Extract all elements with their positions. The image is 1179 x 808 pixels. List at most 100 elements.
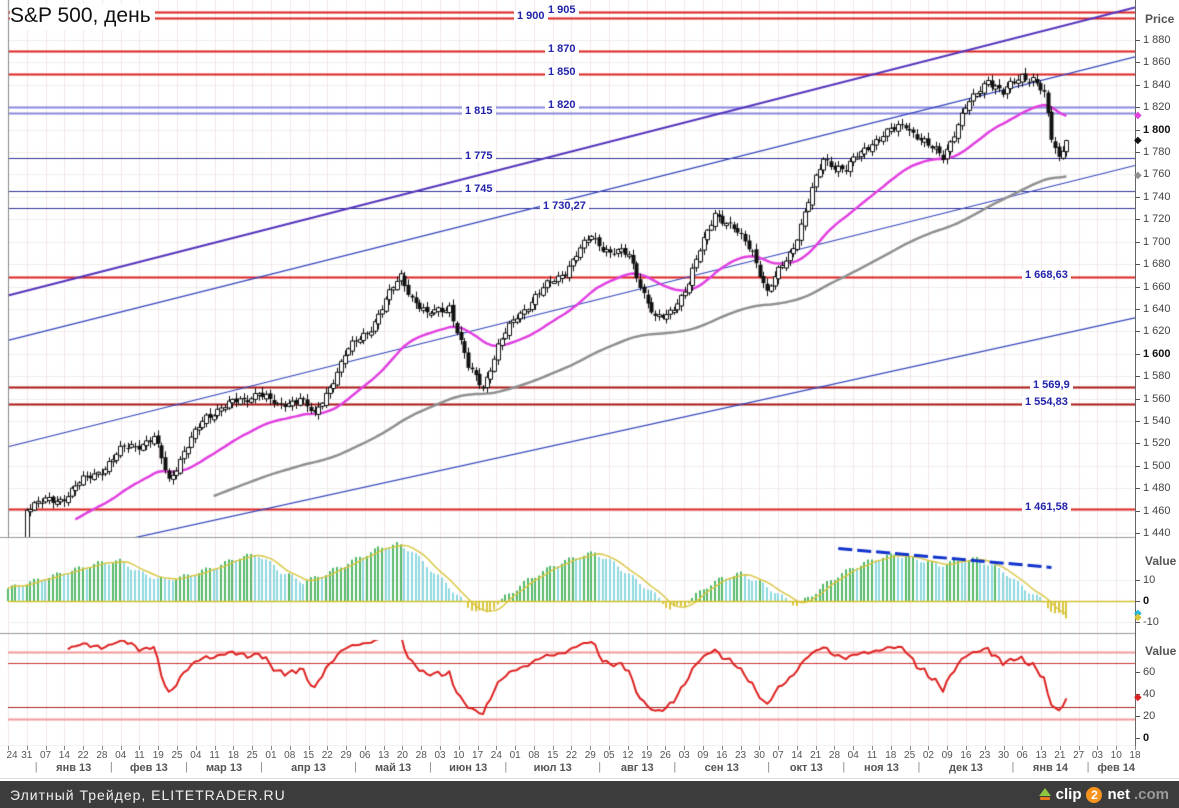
axis-tick-mark bbox=[1136, 580, 1140, 581]
month-label: май 13 bbox=[374, 762, 412, 774]
x-tick-mark bbox=[459, 746, 460, 750]
x-tick-mark bbox=[233, 746, 234, 750]
price-level-label: 1 461,58 bbox=[1022, 500, 1071, 513]
axis-tick-label: 1 540 bbox=[1143, 415, 1171, 427]
axis-tick-label: 1 580 bbox=[1143, 370, 1171, 382]
month-label: авг 13 bbox=[620, 762, 654, 774]
date-label: 23 bbox=[979, 750, 991, 761]
axis-tick-mark bbox=[1136, 309, 1140, 310]
axis-tick-mark bbox=[1136, 219, 1140, 220]
date-label: 25 bbox=[904, 750, 916, 761]
close-marker: ◆ bbox=[1134, 135, 1142, 146]
axis-tick-mark bbox=[1136, 242, 1140, 243]
date-label: 11 bbox=[134, 750, 145, 761]
axis-tick-mark bbox=[1136, 130, 1140, 131]
axis-tick-label: 1 800 bbox=[1143, 124, 1171, 136]
x-tick-mark bbox=[1041, 746, 1042, 750]
x-tick-mark bbox=[571, 746, 572, 750]
date-label: 22 bbox=[565, 750, 578, 761]
date-label: 04 bbox=[190, 750, 202, 761]
axis-tick-label: 1 840 bbox=[1143, 79, 1171, 91]
price-level-label: 1 730,27 bbox=[540, 199, 589, 212]
x-tick-mark bbox=[309, 746, 310, 750]
month-label: апр 13 bbox=[291, 762, 326, 774]
month-label: окт 13 bbox=[789, 762, 823, 774]
axis-tick-mark bbox=[1136, 376, 1140, 377]
month-label: фев 14 bbox=[1097, 762, 1136, 774]
price-axis-title: Price bbox=[1145, 12, 1175, 26]
clip2net-link[interactable]: clip 2 net .com bbox=[1038, 786, 1169, 803]
x-tick-mark bbox=[1060, 746, 1061, 750]
footer-text: Элитный Трейдер, ELITETRADER.RU bbox=[10, 786, 286, 803]
axis-tick-label: 40 bbox=[1143, 688, 1156, 700]
month-separator: | bbox=[1086, 761, 1090, 773]
axis-tick-mark bbox=[1136, 738, 1140, 739]
month-separator: | bbox=[767, 761, 771, 773]
date-label: 19 bbox=[641, 750, 653, 761]
axis-tick-label: 20 bbox=[1143, 710, 1156, 722]
date-label: 30 bbox=[997, 750, 1010, 761]
axis-tick-mark bbox=[1136, 466, 1140, 467]
x-tick-mark bbox=[440, 746, 441, 750]
date-label: 28 bbox=[415, 750, 427, 761]
date-label: 16 bbox=[716, 750, 728, 761]
month-separator: | bbox=[429, 761, 433, 773]
axis-tick-label: 1 720 bbox=[1143, 213, 1171, 225]
x-tick-mark bbox=[1022, 746, 1023, 750]
date-label: 21 bbox=[1054, 750, 1066, 761]
x-tick-mark bbox=[872, 746, 873, 750]
x-tick-mark bbox=[816, 746, 817, 750]
axis-tick-mark bbox=[1136, 107, 1140, 108]
x-tick-mark bbox=[1097, 746, 1098, 750]
date-label: 25 bbox=[246, 750, 258, 761]
axis-tick-mark bbox=[1136, 672, 1140, 673]
x-tick-mark bbox=[102, 746, 103, 750]
x-tick-mark bbox=[346, 746, 347, 750]
axis-tick-label: 1 660 bbox=[1143, 281, 1171, 293]
axis-tick-mark bbox=[1136, 40, 1140, 41]
date-label: 24 bbox=[6, 750, 18, 761]
axis-tick-mark bbox=[1136, 716, 1140, 717]
x-tick-mark bbox=[1004, 746, 1005, 750]
date-label: 23 bbox=[734, 750, 747, 761]
axis-tick-label: 1 440 bbox=[1143, 527, 1171, 539]
price-level-label: 1 850 bbox=[545, 65, 579, 78]
date-label: 21 bbox=[810, 750, 822, 761]
ma-slow-marker: ◆ bbox=[1134, 170, 1142, 182]
axis-tick-mark bbox=[1136, 62, 1140, 63]
date-label: 18 bbox=[227, 750, 239, 761]
x-tick-mark bbox=[684, 746, 685, 750]
separator-line bbox=[0, 778, 1179, 779]
x-tick-mark bbox=[384, 746, 385, 750]
date-label: 01 bbox=[265, 750, 277, 761]
x-tick-mark bbox=[910, 746, 911, 750]
date-label: 08 bbox=[528, 750, 540, 761]
clip2net-word-clip: clip bbox=[1055, 786, 1082, 803]
date-label: 13 bbox=[1035, 750, 1047, 761]
axis-tick-mark bbox=[1136, 488, 1140, 489]
date-label: 01 bbox=[509, 750, 521, 761]
date-label: 09 bbox=[697, 750, 709, 761]
month-separator: | bbox=[673, 761, 677, 773]
date-label: 06 bbox=[1016, 750, 1028, 761]
date-label: 28 bbox=[828, 750, 841, 761]
x-tick-mark bbox=[628, 746, 629, 750]
month-separator: | bbox=[34, 761, 38, 773]
date-label: 04 bbox=[847, 750, 859, 761]
date-label: 10 bbox=[1110, 750, 1122, 761]
axis-tick-label: 1 620 bbox=[1143, 325, 1171, 337]
month-label: янв 13 bbox=[56, 762, 92, 774]
rsi-axis-title: Value bbox=[1145, 644, 1177, 658]
month-label: июн 13 bbox=[449, 762, 488, 774]
date-label: 07 bbox=[40, 750, 52, 761]
date-label: 03 bbox=[434, 750, 446, 761]
x-axis: 24 31 07 14 22 28 04 11 19 25 04 11 18 25 01 08 15 22 29 06… bbox=[0, 746, 1179, 778]
date-label: 05 bbox=[603, 750, 615, 761]
month-separator: | bbox=[260, 761, 263, 773]
x-tick-mark bbox=[553, 746, 554, 750]
x-tick-mark bbox=[534, 746, 535, 750]
axis-tick-label: 1 820 bbox=[1143, 101, 1171, 113]
date-label: 03 bbox=[678, 750, 690, 761]
signal-marker: ◆ bbox=[1134, 608, 1142, 620]
hist-marker: ◆ bbox=[1134, 612, 1142, 624]
